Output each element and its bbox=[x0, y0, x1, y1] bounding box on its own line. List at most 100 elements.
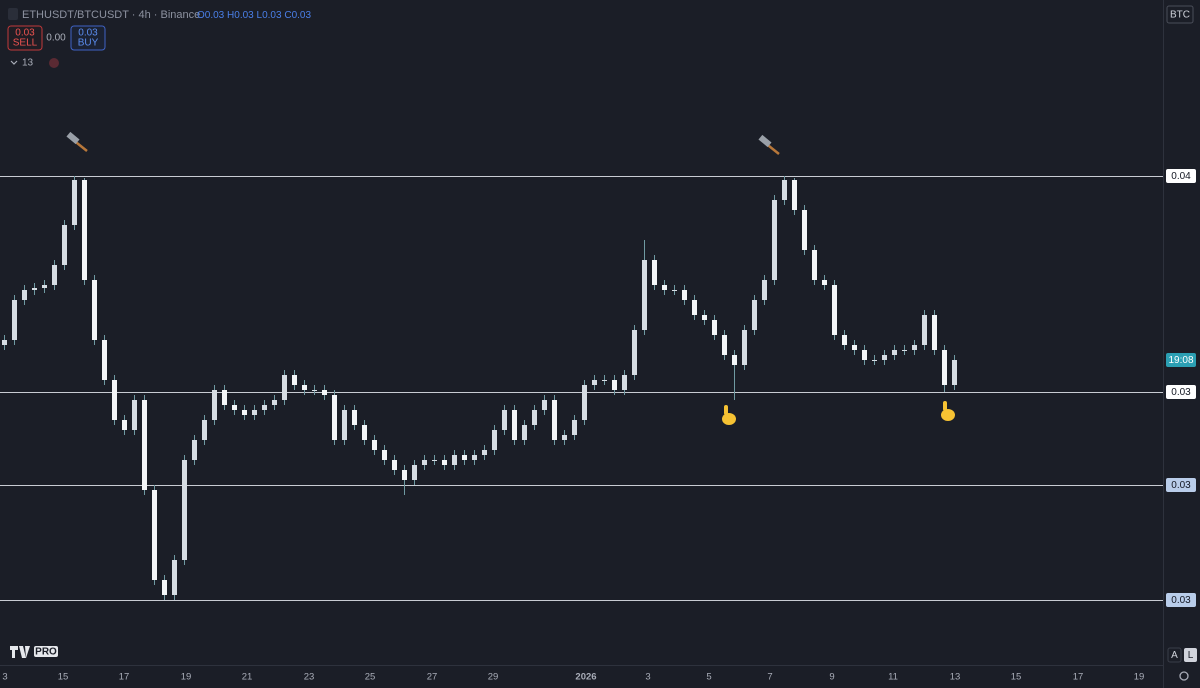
price-label: 0.04 bbox=[1171, 171, 1191, 182]
buy-price[interactable]: 0.03 bbox=[78, 28, 98, 39]
candle-body bbox=[52, 265, 57, 285]
candle-body bbox=[542, 400, 547, 410]
sell-label[interactable]: SELL bbox=[13, 38, 38, 49]
candle-body bbox=[612, 380, 617, 390]
candle-body bbox=[822, 280, 827, 285]
candle-body bbox=[692, 300, 697, 315]
ohlc-value: 0.03 bbox=[205, 10, 225, 21]
ohlc-value: 0.03 bbox=[234, 10, 254, 21]
hand-palm bbox=[722, 413, 736, 425]
hammer-head bbox=[758, 134, 772, 148]
candle-body bbox=[82, 180, 87, 280]
candle-body bbox=[812, 250, 817, 280]
candle-body bbox=[502, 410, 507, 430]
candle-body bbox=[642, 260, 647, 330]
price-label-box bbox=[1166, 169, 1196, 183]
candle-body bbox=[332, 395, 337, 440]
x-tick-label: 5 bbox=[706, 672, 711, 683]
candle-body bbox=[552, 400, 557, 440]
candle-body bbox=[172, 560, 177, 595]
indicator-count[interactable]: 13 bbox=[22, 58, 34, 69]
candle-body bbox=[842, 335, 847, 345]
auto-scale-label[interactable]: A bbox=[1171, 650, 1178, 661]
plot-area bbox=[0, 176, 1163, 601]
candle-body bbox=[862, 350, 867, 360]
candle-body bbox=[712, 320, 717, 335]
candle-body bbox=[462, 455, 467, 460]
candle-body bbox=[902, 350, 907, 351]
candle-body bbox=[802, 210, 807, 250]
badge-text: PRO bbox=[35, 647, 57, 658]
price-label-box bbox=[1166, 593, 1196, 607]
candle-body bbox=[102, 340, 107, 380]
candle-body bbox=[132, 400, 137, 430]
price-label: 0.03 bbox=[1171, 480, 1191, 491]
currency-box bbox=[1166, 5, 1194, 24]
sell-box[interactable] bbox=[7, 25, 43, 51]
candle-body bbox=[442, 460, 447, 465]
candle-body bbox=[372, 440, 377, 450]
candle-body bbox=[422, 460, 427, 465]
badge-box bbox=[34, 646, 58, 657]
settings-icon[interactable] bbox=[1179, 671, 1189, 681]
candle-body bbox=[252, 410, 257, 415]
candle-body bbox=[162, 580, 167, 595]
candle-body bbox=[472, 455, 477, 460]
pointing-hand-icon bbox=[722, 405, 736, 425]
candle-body bbox=[232, 405, 237, 410]
candle-body bbox=[32, 288, 37, 290]
x-tick-label: 3 bbox=[645, 672, 650, 683]
candle-body bbox=[702, 315, 707, 320]
candle-body bbox=[792, 180, 797, 210]
candle-body bbox=[2, 340, 7, 345]
x-tick-label: 2026 bbox=[575, 672, 596, 683]
candle-body bbox=[952, 360, 957, 385]
candle-body bbox=[932, 315, 937, 350]
candle-body bbox=[892, 350, 897, 355]
hammer-icon bbox=[66, 131, 88, 152]
collapse-chevron[interactable] bbox=[10, 60, 18, 65]
auto-scale-button[interactable] bbox=[1167, 647, 1182, 663]
candle-body bbox=[532, 410, 537, 425]
candle-body bbox=[742, 330, 747, 365]
candle-body bbox=[182, 460, 187, 560]
candle-body bbox=[632, 330, 637, 375]
ohlc-value: 0.03 bbox=[292, 10, 312, 21]
hammer-icon bbox=[758, 134, 780, 155]
candle-body bbox=[452, 455, 457, 465]
spread: 0.00 bbox=[46, 33, 66, 44]
x-tick-label: 21 bbox=[242, 672, 253, 683]
candle-body bbox=[732, 355, 737, 365]
candle-body bbox=[152, 490, 157, 580]
sell-button[interactable]: 0.03 SELL bbox=[7, 25, 43, 51]
candle-body bbox=[662, 285, 667, 290]
x-tick-label: 17 bbox=[1073, 672, 1084, 683]
candle-body bbox=[362, 425, 367, 440]
ohlc-label: H bbox=[227, 10, 234, 21]
log-scale-button[interactable] bbox=[1184, 648, 1197, 662]
candle-body bbox=[882, 355, 887, 360]
buy-box[interactable] bbox=[70, 25, 106, 51]
sell-price[interactable]: 0.03 bbox=[15, 28, 35, 39]
candle-body bbox=[912, 345, 917, 350]
hand-finger bbox=[724, 405, 728, 415]
x-tick-label: 3 bbox=[2, 672, 7, 683]
x-tick-label: 17 bbox=[119, 672, 130, 683]
log-scale-label[interactable]: L bbox=[1188, 650, 1194, 661]
candle-body bbox=[852, 345, 857, 350]
candle-body bbox=[282, 375, 287, 400]
x-tick-label: 25 bbox=[365, 672, 376, 683]
candle-body bbox=[242, 410, 247, 415]
candle-body bbox=[412, 465, 417, 480]
candle-body bbox=[592, 380, 597, 385]
candle-body bbox=[782, 180, 787, 200]
candle-body bbox=[222, 390, 227, 405]
x-tick-label: 27 bbox=[427, 672, 438, 683]
candle-body bbox=[112, 380, 117, 420]
buy-button[interactable]: 0.03 BUY bbox=[70, 25, 106, 51]
buy-label[interactable]: BUY bbox=[78, 38, 99, 49]
candle-body bbox=[122, 420, 127, 430]
candle-body bbox=[72, 180, 77, 225]
